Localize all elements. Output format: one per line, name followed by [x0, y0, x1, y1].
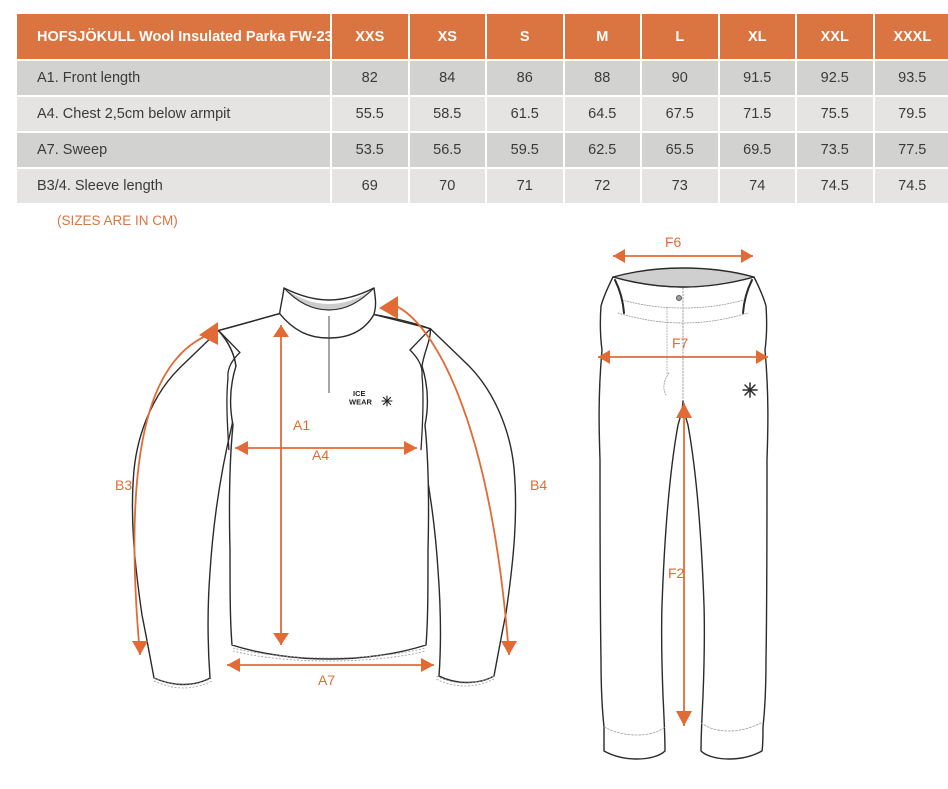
svg-text:A1: A1 — [293, 417, 310, 433]
svg-text:A4: A4 — [312, 447, 329, 463]
svg-text:WEAR: WEAR — [349, 398, 372, 407]
svg-text:A7: A7 — [318, 672, 335, 688]
svg-text:F6: F6 — [665, 234, 682, 250]
svg-text:F2: F2 — [668, 565, 685, 581]
svg-text:F7: F7 — [672, 335, 689, 351]
svg-text:B4: B4 — [530, 477, 547, 493]
svg-text:B3: B3 — [115, 477, 132, 493]
